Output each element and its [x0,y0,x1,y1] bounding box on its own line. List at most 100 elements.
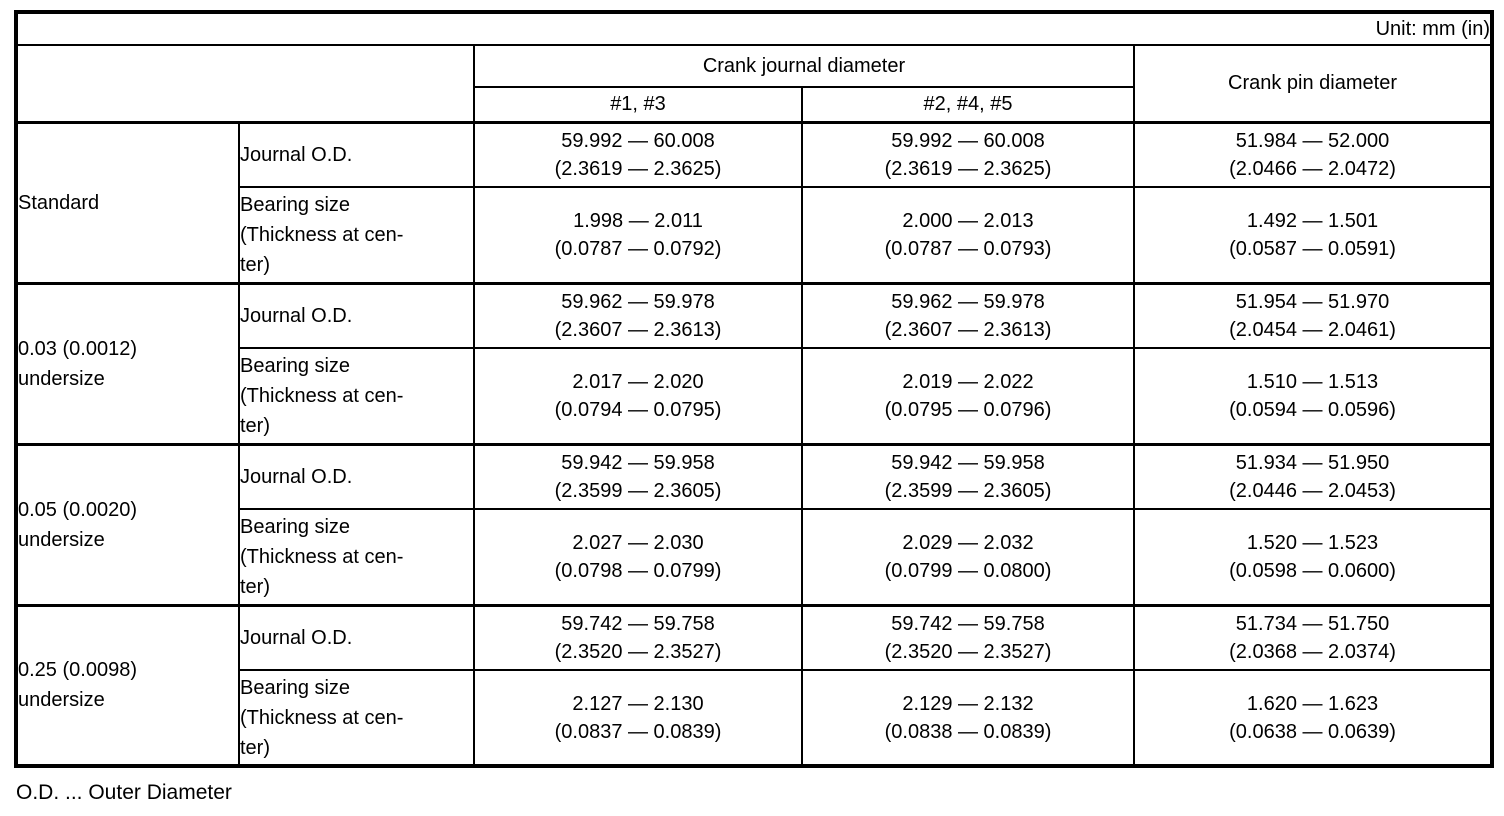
value-in: (0.0587 — 0.0591) [1229,237,1396,260]
value-standard-bearing-j13: 1.998 — 2.011 (0.0787 — 0.0792) [473,186,803,284]
value-mm: 1.998 — 2.011 [573,209,703,232]
value-mm: 59.992 — 60.008 [561,129,715,152]
spec-table: Unit: mm (in) Crank journal diameter Cra… [14,10,1495,768]
value-mm: 59.742 — 59.758 [561,612,715,635]
group-label-standard: Standard [15,120,240,284]
value-in: (0.0799 — 0.0800) [884,559,1052,582]
value-005-jod-j13: 59.942 — 59.958 (2.3599 — 2.3605) [473,442,803,510]
row-label-journal-od: Journal O.D. [238,120,475,188]
value-standard-bearing-j245: 2.000 — 2.013 (0.0787 — 0.0793) [801,186,1135,284]
table-row: Unit: mm (in) [14,11,1494,46]
row-label-bearing-size: Bearing size (Thickness at cen- ter) [238,347,475,445]
value-in: (2.3520 — 2.3527) [554,640,722,663]
value-in: (0.0794 — 0.0795) [554,398,722,421]
row-label-bearing-size: Bearing size (Thickness at cen- ter) [238,186,475,284]
value-mm: 59.992 — 60.008 [891,129,1045,152]
value-mm: 51.934 — 51.950 [1235,451,1390,474]
value-in: (2.3607 — 2.3613) [554,318,722,341]
value-mm: 2.027 — 2.030 [572,531,704,554]
value-in: (2.0446 — 2.0453) [1229,479,1396,502]
header-crank-pin-diameter: Crank pin diameter [1132,44,1494,123]
value-025-bearing-j245: 2.129 — 2.132 (0.0838 — 0.0839) [801,669,1135,767]
table-row: Bearing size (Thickness at cen- ter) 2.1… [16,669,1494,767]
group-label-025-undersize: 0.25 (0.0098) undersize [15,603,240,767]
value-in: (0.0787 — 0.0792) [554,237,722,260]
value-in: (0.0594 — 0.0596) [1229,398,1396,421]
table-row: Bearing size (Thickness at cen- ter) 2.0… [16,508,1494,606]
row-label-journal-od: Journal O.D. [238,442,475,510]
value-standard-bearing-pin: 1.492 — 1.501 (0.0587 — 0.0591) [1132,186,1494,284]
value-in: (2.0368 — 2.0374) [1229,640,1396,663]
value-standard-jod-j245: 59.992 — 60.008 (2.3619 — 2.3625) [801,120,1135,188]
value-in: (2.3619 — 2.3625) [554,157,722,180]
value-in: (0.0838 — 0.0839) [884,720,1052,743]
table-row: Bearing size (Thickness at cen- ter) 1.9… [16,186,1494,284]
value-mm: 1.520 — 1.523 [1246,531,1379,554]
value-025-jod-j13: 59.742 — 59.758 (2.3520 — 2.3527) [473,603,803,671]
table-row: #1, #3 #2, #4, #5 [16,86,1492,123]
value-in: (2.3599 — 2.3605) [554,479,722,502]
value-mm: 2.127 — 2.130 [572,692,704,715]
value-mm: 2.017 — 2.020 [572,370,704,393]
row-label-bearing-size: Bearing size (Thickness at cen- ter) [238,669,475,767]
row-label-journal-od: Journal O.D. [238,281,475,349]
value-003-jod-j245: 59.962 — 59.978 (2.3607 — 2.3613) [801,281,1135,349]
header-journal-2-4-5: #2, #4, #5 [801,86,1135,123]
value-in: (2.0454 — 2.0461) [1229,318,1396,341]
row-label-bearing-size: Bearing size (Thickness at cen- ter) [238,508,475,606]
table-row: Bearing size (Thickness at cen- ter) 2.0… [16,347,1494,445]
value-025-bearing-pin: 1.620 — 1.623 (0.0638 — 0.0639) [1132,669,1494,767]
value-mm: 2.129 — 2.132 [902,692,1034,715]
value-025-bearing-j13: 2.127 — 2.130 (0.0837 — 0.0839) [473,669,803,767]
value-mm: 51.954 — 51.970 [1235,290,1390,313]
value-mm: 2.019 — 2.022 [902,370,1034,393]
value-mm: 51.734 — 51.750 [1235,612,1390,635]
value-005-bearing-j13: 2.027 — 2.030 (0.0798 — 0.0799) [473,508,803,606]
table-row: Standard Journal O.D. 59.992 — 60.008 (2… [15,120,1494,284]
table-row: 0.03 (0.0012) undersize Journal O.D. 59.… [15,281,1494,445]
header-crank-journal-diameter: Crank journal diameter [473,44,1135,88]
header-empty-cell [15,44,475,123]
value-mm: 1.510 — 1.513 [1246,370,1379,393]
value-mm: 1.492 — 1.501 [1246,209,1379,232]
value-005-bearing-pin: 1.520 — 1.523 (0.0598 — 0.0600) [1132,508,1494,606]
value-005-bearing-j245: 2.029 — 2.032 (0.0799 — 0.0800) [801,508,1135,606]
unit-label: Unit: mm (in) [14,11,1494,46]
value-mm: 51.984 — 52.000 [1235,129,1390,152]
table-row: 0.25 (0.0098) undersize Journal O.D. 59.… [15,603,1494,767]
table-row: Crank journal diameter Crank pin diamete… [15,44,1494,123]
value-in: (0.0638 — 0.0639) [1229,720,1396,743]
value-mm: 59.942 — 59.958 [891,451,1045,474]
value-mm: 59.962 — 59.978 [561,290,715,313]
group-label-003-undersize: 0.03 (0.0012) undersize [15,281,240,445]
value-003-jod-j13: 59.962 — 59.978 (2.3607 — 2.3613) [473,281,803,349]
value-in: (0.0837 — 0.0839) [554,720,722,743]
value-in: (2.3619 — 2.3625) [884,157,1052,180]
value-mm: 1.620 — 1.623 [1246,692,1379,715]
value-025-jod-pin: 51.734 — 51.750 (2.0368 — 2.0374) [1132,603,1494,671]
group-label-005-undersize: 0.05 (0.0020) undersize [15,442,240,606]
value-in: (2.3599 — 2.3605) [884,479,1052,502]
value-003-bearing-j13: 2.017 — 2.020 (0.0794 — 0.0795) [473,347,803,445]
header-journal-1-3: #1, #3 [473,86,803,123]
table-row: 0.05 (0.0020) undersize Journal O.D. 59.… [15,442,1494,606]
value-mm: 2.000 — 2.013 [902,209,1034,232]
value-005-jod-j245: 59.942 — 59.958 (2.3599 — 2.3605) [801,442,1135,510]
value-in: (0.0598 — 0.0600) [1229,559,1396,582]
value-mm: 59.962 — 59.978 [891,290,1045,313]
value-005-jod-pin: 51.934 — 51.950 (2.0446 — 2.0453) [1132,442,1494,510]
value-025-jod-j245: 59.742 — 59.758 (2.3520 — 2.3527) [801,603,1135,671]
footnote-od-definition: O.D. ... Outer Diameter [16,781,232,804]
value-in: (2.3520 — 2.3527) [884,640,1052,663]
value-003-bearing-j245: 2.019 — 2.022 (0.0795 — 0.0796) [801,347,1135,445]
value-mm: 59.942 — 59.958 [561,451,715,474]
value-mm: 2.029 — 2.032 [902,531,1034,554]
value-003-bearing-pin: 1.510 — 1.513 (0.0594 — 0.0596) [1132,347,1494,445]
value-in: (2.3607 — 2.3613) [884,318,1052,341]
row-label-journal-od: Journal O.D. [238,603,475,671]
value-standard-jod-j13: 59.992 — 60.008 (2.3619 — 2.3625) [473,120,803,188]
value-in: (0.0787 — 0.0793) [884,237,1052,260]
value-003-jod-pin: 51.954 — 51.970 (2.0454 — 2.0461) [1132,281,1494,349]
value-standard-jod-pin: 51.984 — 52.000 (2.0466 — 2.0472) [1132,120,1494,188]
